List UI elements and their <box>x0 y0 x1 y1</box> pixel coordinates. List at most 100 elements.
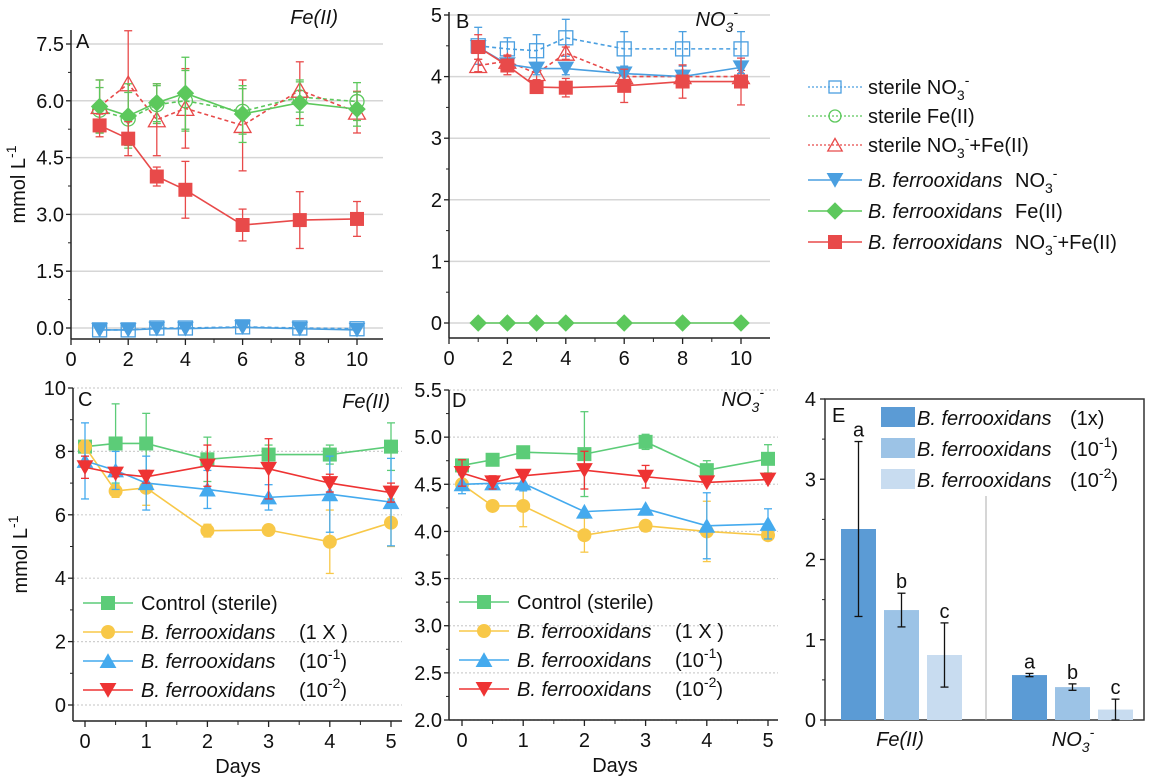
data-point <box>732 314 750 332</box>
legend-entry: B. ferrooxidans (10-2) <box>881 465 1118 492</box>
data-point <box>637 501 654 516</box>
significance-letter: b <box>896 571 907 593</box>
data-point <box>348 322 366 338</box>
data-point <box>321 486 339 502</box>
significance-letter: a <box>853 420 865 442</box>
legend-label: NO3- <box>1015 165 1058 196</box>
legend-marker <box>477 595 491 609</box>
legend-species: B. ferrooxidans <box>868 232 1003 254</box>
series-b-ferrooxidans-no3-fe-ii- <box>92 113 364 250</box>
series-control-sterile- <box>78 403 398 484</box>
y-tick-label: 0 <box>55 695 66 717</box>
data-point <box>616 41 632 57</box>
data-point <box>468 56 488 74</box>
data-point <box>76 460 94 475</box>
series-line <box>461 441 769 471</box>
legend-marker <box>826 202 844 220</box>
legend-dilution: (1x) <box>1070 408 1104 430</box>
data-point <box>234 320 251 335</box>
y-tick-label: 6 <box>55 505 66 527</box>
y-tick-label: 2.0 <box>414 710 442 732</box>
bar <box>1012 675 1047 720</box>
y-tick-label: 5.0 <box>414 427 442 449</box>
category-label: Fe(II) <box>876 729 924 751</box>
legend-label: Control (sterile) <box>517 592 654 614</box>
legend-species: B. ferrooxidans <box>517 679 652 701</box>
data-point <box>469 314 487 332</box>
x-tick-label: 0 <box>65 349 76 371</box>
series-b-ferrooxidans-fe-ii- <box>469 314 750 332</box>
y-tick-label: 2 <box>431 190 442 212</box>
significance-letter: a <box>1024 651 1036 673</box>
legend-entry: B. ferrooxidans (10-1) <box>459 645 723 672</box>
x-tick-label: 4 <box>324 731 335 753</box>
legend-entry: B. ferrooxidans (1x) <box>881 407 1104 430</box>
y-tick-label: 0 <box>805 710 816 732</box>
data-point <box>674 41 691 57</box>
data-point <box>348 100 366 118</box>
data-point <box>577 528 592 543</box>
panel-title: Fe(II) <box>290 7 338 29</box>
data-point <box>291 93 309 112</box>
data-point <box>528 61 545 77</box>
legend-swatch <box>881 438 915 458</box>
data-point <box>698 518 716 533</box>
y-tick-label: 4 <box>805 389 816 411</box>
y-tick-label: 7.5 <box>36 34 64 56</box>
legend-marker <box>101 596 115 610</box>
y-tick-label: 0 <box>431 313 442 335</box>
series-b-ferrooxidans-no3-fe-ii- <box>471 34 748 106</box>
data-point <box>484 475 501 491</box>
legend-swatch <box>881 469 915 489</box>
x-tick-label: 5 <box>762 730 773 752</box>
data-point <box>528 43 545 59</box>
y-tick-label: 3 <box>431 128 442 150</box>
x-tick-label: 1 <box>141 731 152 753</box>
legend-dilution: (10-1) <box>1070 434 1118 461</box>
y-tick-label: 1 <box>805 630 816 652</box>
x-tick-label: 2 <box>123 349 134 371</box>
legend-entry: B. ferrooxidans (10-1) <box>881 434 1118 461</box>
data-point <box>92 118 107 133</box>
data-point <box>527 314 546 332</box>
x-tick-label: 3 <box>640 730 651 752</box>
data-point <box>108 484 123 499</box>
y-tick-label: 3 <box>805 469 816 491</box>
data-point <box>576 503 593 519</box>
data-point <box>119 322 137 338</box>
series-line <box>461 469 769 484</box>
data-point <box>199 481 216 497</box>
legend-entry: B. ferrooxidans Fe(II) <box>808 201 1063 223</box>
legend-species: B. ferrooxidans <box>141 622 276 644</box>
data-point <box>91 322 108 338</box>
panel-title: Fe(II) <box>342 391 390 413</box>
bar <box>884 610 919 720</box>
y-tick-label: 4 <box>55 568 66 590</box>
bar-series-2: cc <box>927 601 1133 721</box>
series-b-ferrooxidans-fe-ii- <box>90 56 366 149</box>
data-point <box>733 41 749 57</box>
data-point <box>516 445 531 460</box>
x-tick-label: 1 <box>518 730 529 752</box>
data-point <box>176 84 195 102</box>
data-point <box>485 498 500 513</box>
data-point <box>637 469 654 485</box>
y-tick-label: 3.0 <box>36 204 64 226</box>
data-point <box>139 436 154 451</box>
x-axis-label: Days <box>215 756 261 778</box>
legend-species: B. ferrooxidans <box>868 170 1003 192</box>
significance-letter: c <box>1111 677 1121 699</box>
series-b-ferrooxidans-1-x- <box>78 439 398 575</box>
legend-label: Control (sterile) <box>141 593 278 615</box>
legend-label: sterile Fe(II) <box>868 106 975 128</box>
legend-entry: B. ferrooxidans (10-1) <box>83 646 347 673</box>
legend-dilution: (10-2) <box>1070 465 1118 492</box>
data-point <box>556 44 576 61</box>
data-point <box>675 74 690 89</box>
y-tick-label: 1 <box>431 251 442 273</box>
legend-entry: B. ferrooxidans NO3- <box>808 165 1058 196</box>
legend-species: B. ferrooxidans <box>917 439 1052 461</box>
y-tick-label: 2 <box>805 550 816 572</box>
panel-title: NO3- <box>722 384 765 415</box>
